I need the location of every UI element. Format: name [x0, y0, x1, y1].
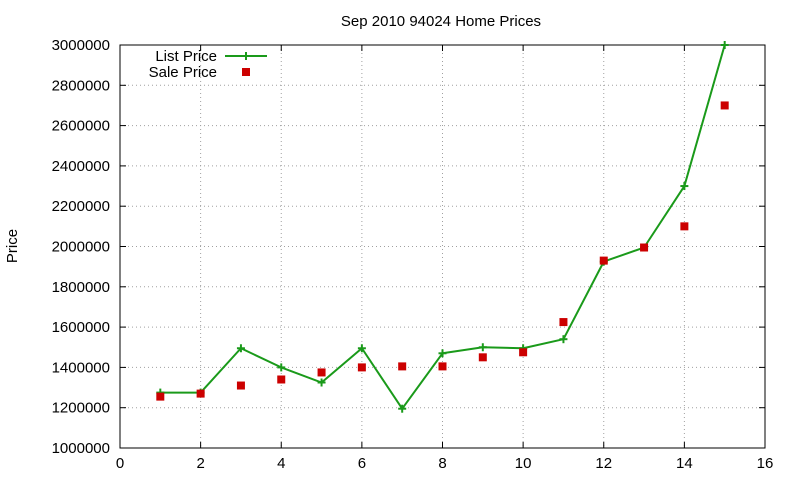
ticks: 0 2 4 6 8 10 12 14 16 1000000 1200000 1400000 160000… [52, 37, 774, 472]
x-tick-label: 16 [757, 455, 774, 472]
data-point [357, 344, 366, 353]
x-tick-label: 12 [595, 455, 612, 472]
data-point [398, 404, 407, 413]
data-point [559, 318, 568, 327]
legend-marker [242, 68, 250, 76]
data-point [680, 182, 689, 191]
data-point [317, 368, 326, 377]
y-tick-label: 1800000 [52, 279, 110, 296]
y-axis-label: Price [4, 229, 21, 263]
y-tick-label: 1000000 [52, 440, 110, 457]
chart-title: Sep 2010 94024 Home Prices [341, 13, 541, 30]
y-tick-label: 2200000 [52, 198, 110, 215]
series [156, 41, 729, 413]
data-point [680, 222, 689, 231]
y-tick-label: 2800000 [52, 77, 110, 94]
data-point [236, 344, 245, 353]
data-point [438, 362, 447, 371]
data-point [519, 348, 528, 357]
data-point [559, 335, 568, 344]
y-tick-label: 1200000 [52, 400, 110, 417]
legend-label: List Price [155, 48, 217, 65]
legend-marker [242, 52, 250, 60]
x-tick-label: 4 [277, 455, 285, 472]
data-point [720, 101, 729, 110]
y-tick-label: 2400000 [52, 158, 110, 175]
y-tick-label: 2600000 [52, 118, 110, 135]
data-point [236, 381, 245, 390]
x-tick-label: 14 [676, 455, 693, 472]
data-point [277, 375, 286, 384]
y-tick-label: 1600000 [52, 319, 110, 336]
data-point [317, 378, 326, 387]
data-point [156, 392, 165, 401]
x-tick-label: 2 [196, 455, 204, 472]
series-sale-price [156, 101, 729, 401]
x-tick-label: 10 [515, 455, 532, 472]
data-point [640, 243, 649, 252]
x-tick-label: 6 [358, 455, 366, 472]
data-point [398, 362, 407, 371]
data-point [478, 343, 487, 352]
data-point [357, 363, 366, 372]
y-tick-label: 2000000 [52, 239, 110, 256]
data-point [438, 349, 447, 358]
data-point [277, 363, 286, 372]
x-tick-label: 0 [116, 455, 124, 472]
legend-label: Sale Price [149, 64, 217, 81]
data-point [599, 256, 608, 265]
data-point [196, 389, 205, 398]
data-point [720, 41, 729, 49]
data-point [478, 353, 487, 362]
x-tick-label: 8 [438, 455, 446, 472]
y-tick-label: 3000000 [52, 37, 110, 54]
y-tick-label: 1400000 [52, 359, 110, 376]
